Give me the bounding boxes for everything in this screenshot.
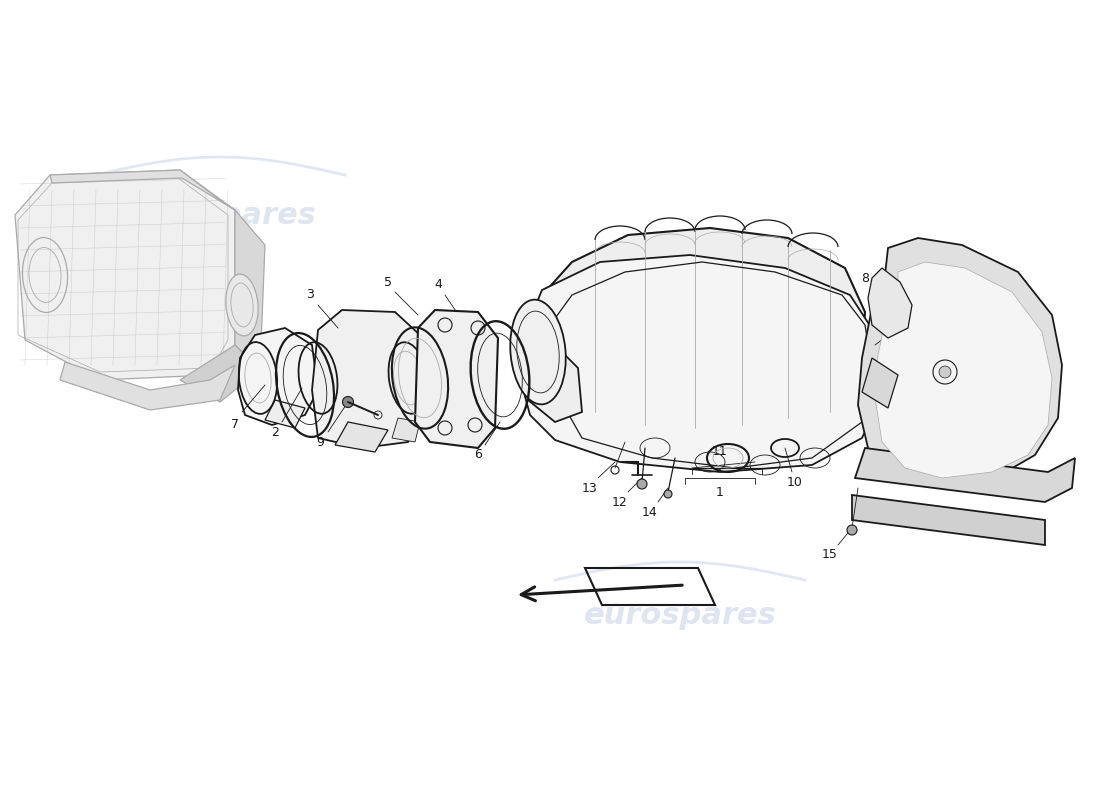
- Polygon shape: [874, 262, 1052, 478]
- Polygon shape: [542, 228, 865, 428]
- Text: 5: 5: [384, 275, 392, 289]
- Circle shape: [637, 479, 647, 489]
- Polygon shape: [180, 345, 260, 402]
- Text: eurospares: eurospares: [123, 201, 317, 230]
- Text: 1: 1: [716, 486, 724, 498]
- Polygon shape: [852, 495, 1045, 545]
- Polygon shape: [855, 448, 1075, 502]
- Circle shape: [847, 525, 857, 535]
- Text: 10: 10: [788, 475, 803, 489]
- Polygon shape: [238, 328, 318, 425]
- Polygon shape: [15, 170, 235, 380]
- Polygon shape: [868, 268, 912, 338]
- Polygon shape: [336, 422, 388, 452]
- Text: 4: 4: [434, 278, 442, 291]
- Text: 3: 3: [306, 289, 313, 302]
- Polygon shape: [312, 310, 422, 448]
- Polygon shape: [60, 362, 235, 410]
- Polygon shape: [265, 400, 305, 428]
- Text: 2: 2: [271, 426, 279, 438]
- Ellipse shape: [510, 300, 565, 404]
- Text: 7: 7: [231, 418, 239, 431]
- Text: 14: 14: [642, 506, 658, 518]
- Polygon shape: [528, 345, 582, 422]
- Circle shape: [342, 397, 353, 407]
- Polygon shape: [415, 310, 498, 448]
- Text: 8: 8: [861, 271, 869, 285]
- Text: 12: 12: [612, 495, 628, 509]
- Polygon shape: [235, 210, 265, 370]
- Text: eurospares: eurospares: [584, 601, 777, 630]
- Polygon shape: [858, 238, 1062, 488]
- Ellipse shape: [226, 274, 258, 336]
- Polygon shape: [392, 418, 420, 442]
- Text: 9: 9: [316, 435, 323, 449]
- Text: 11: 11: [712, 445, 728, 458]
- Polygon shape: [50, 170, 235, 210]
- Polygon shape: [520, 255, 882, 472]
- Text: 6: 6: [474, 449, 482, 462]
- Polygon shape: [862, 358, 898, 408]
- Text: 15: 15: [822, 549, 838, 562]
- Text: 13: 13: [582, 482, 598, 494]
- Circle shape: [664, 490, 672, 498]
- Circle shape: [939, 366, 952, 378]
